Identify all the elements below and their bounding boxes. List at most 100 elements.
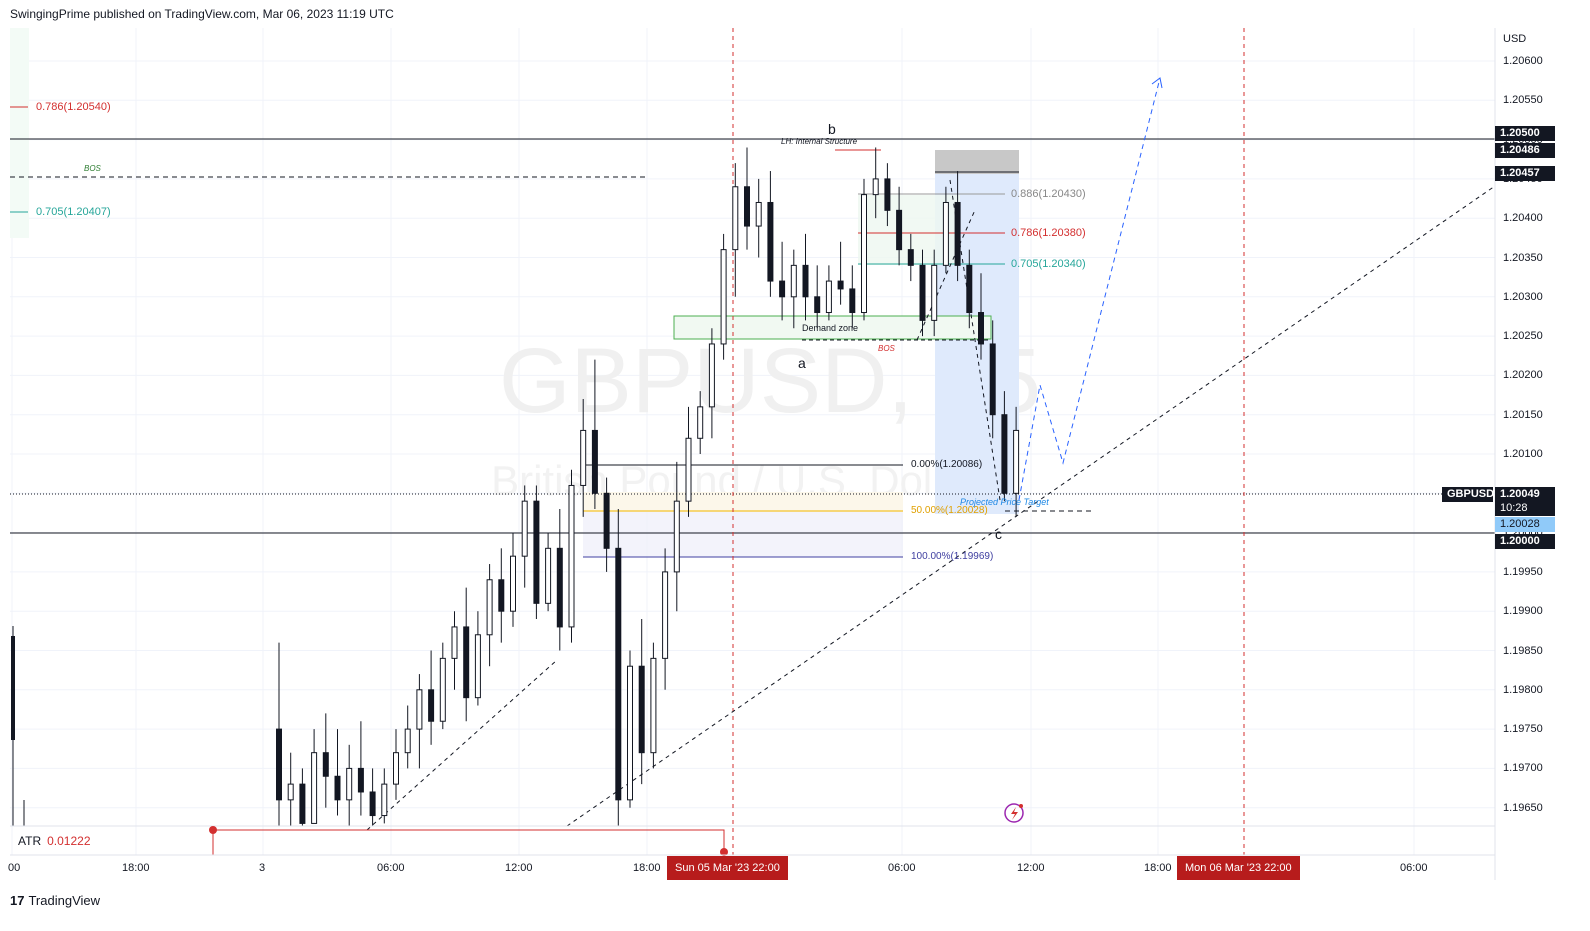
candle-bear [802,264,809,298]
projected-target-label: Projected Price Target [960,497,1049,507]
candle-bull [521,500,528,557]
candle-bear [884,178,891,211]
candle-bull [872,178,879,196]
time-highlight-1: Sun 05 Mar '23 22:00 [667,856,788,880]
candle-bear [498,579,505,612]
demand-zone-box [673,315,992,340]
atr-marker [212,829,725,855]
candle-bear [615,547,622,801]
candle-bear [334,775,341,801]
candle-bear [299,783,306,824]
atr-name: ATR [18,834,42,848]
candle-bear [954,201,961,266]
atr-point-2 [720,848,728,856]
fib-50-label: 50.00%(1.20028) [911,505,988,516]
candle-bull [673,500,680,573]
price-tick-label: 1.20300 [1503,290,1543,303]
price-tick-label: 1.20250 [1503,330,1543,343]
candle-bull [580,429,587,486]
price-tick-label: 1.19900 [1503,605,1543,618]
atr-point-1 [209,826,217,834]
candle-bull [381,783,388,817]
candle-bull [732,186,739,251]
price-tag-level-2: 1.20486 [1495,143,1555,158]
candle-bear [989,343,996,416]
candle-bull [627,665,633,801]
point-a-label: a [798,355,806,371]
candle-bull [825,280,832,314]
demand-zone-label: Demand zone [802,323,859,333]
candle-bull [708,343,715,408]
candle-bull [287,783,294,801]
lightning-icon[interactable] [1004,803,1024,823]
candle-bear [638,665,645,754]
time-tick-label: 12:00 [1017,862,1045,874]
bos-mid-label: BOS [878,344,895,353]
fib-left-705-label: 0.705(1.20407) [36,206,111,218]
price-tick-label: 1.20400 [1503,212,1543,225]
candle-bear [357,767,364,793]
time-tick-label: 18:00 [122,862,150,874]
candle-bull [861,194,867,314]
candle-bull [1013,429,1020,494]
price-tick-label: 1.20550 [1503,94,1543,107]
candle-bear [907,249,914,266]
time-tick-label: 06:00 [377,862,405,874]
fib-100-label: 100.00%(1.19969) [911,551,994,562]
price-tick-label: 1.20600 [1503,55,1543,67]
candle-bear [322,752,329,777]
chart-grid [10,28,1495,855]
bos-left-label: BOS [84,164,101,173]
edge-candle [11,636,15,740]
time-tick-label: 3 [259,862,266,874]
candle-bull [439,657,446,722]
tradingview-brand: TradingView [28,893,101,908]
candle-bear [556,547,563,628]
candle-bear [919,264,926,321]
candle-bull [662,571,669,659]
candle-bull [474,634,481,699]
price-tick-label: 1.20350 [1503,251,1543,264]
symbol-tag: GBPUSD [1442,487,1494,502]
time-tick-label: 00 [8,862,21,874]
candle-bear [744,186,750,227]
zigzag-b-c [949,179,1001,501]
point-c-label: c [995,526,1002,542]
candle-bear [1001,414,1008,494]
candle-bear [603,492,610,549]
stop-loss-box [935,150,1019,174]
tradingview-logo-icon: 17 [10,893,25,908]
price-tick-label: 1.19800 [1503,683,1543,696]
candle-bull [486,579,493,636]
time-tick-label: 18:00 [633,862,661,874]
candle-bear [814,296,821,314]
countdown-tag: 10:28 [1495,501,1555,516]
atr-indicator[interactable]: ATR 0.01222 [18,834,91,848]
candle-bear [591,429,598,494]
atr-value: 0.01222 [47,834,91,848]
last-price-tag: 1.20049 [1495,487,1555,502]
time-highlight-2: Mon 06 Mar '23 22:00 [1177,856,1300,880]
price-tick-label: 1.19700 [1503,762,1543,775]
time-tick-label: 18:00 [1144,862,1172,874]
price-tick-label: 1.20100 [1503,448,1543,460]
lh-internal-label: LH: Internal Structure [781,137,858,146]
left-zone [10,28,29,238]
price-tag-level-3: 1.20457 [1495,166,1555,181]
candle-bear [428,689,435,722]
tradingview-footer[interactable]: 17 TradingView [10,893,100,908]
candle-bull [393,752,399,785]
candlestick-series [276,147,1020,826]
projected-arrowhead [1151,77,1163,89]
candle-bull [545,547,552,604]
candle-bull [790,264,797,298]
trendline-1 [366,659,558,831]
point-b-label: b [828,121,836,137]
candle-bear [533,500,540,604]
price-tick-label: 1.19750 [1503,723,1543,736]
candle-bear [896,209,903,251]
candle-bull [510,555,516,612]
candle-bull [931,264,938,321]
time-tick-label: 06:00 [888,862,916,874]
candle-bull [650,657,657,754]
